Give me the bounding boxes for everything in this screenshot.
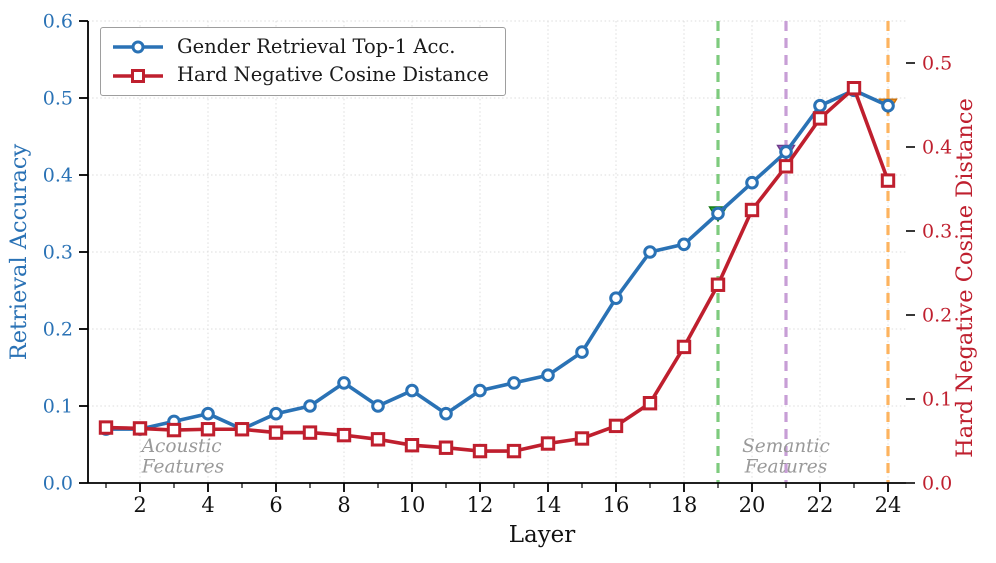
data-point-circle <box>541 368 555 383</box>
x-tick-label: 12 <box>467 493 494 517</box>
data-point-square <box>200 422 216 437</box>
data-point-circle <box>643 245 657 259</box>
gridlines <box>88 20 906 483</box>
data-point-circle <box>813 98 827 113</box>
left-tick-label: 0.2 <box>43 319 73 341</box>
square-marker-swatch-icon <box>113 68 163 83</box>
data-point-circle <box>711 206 725 221</box>
data-point-square <box>472 443 488 459</box>
x-tick-label: 10 <box>399 493 426 517</box>
right-tick-label: 0.0 <box>922 473 952 495</box>
data-point-circle <box>745 175 759 190</box>
data-point-circle <box>269 406 283 421</box>
x-tick-label: 24 <box>875 493 902 517</box>
data-point-circle <box>881 98 895 113</box>
left-tick-label: 0.0 <box>43 473 73 495</box>
data-point-square <box>710 277 726 292</box>
data-point-circle <box>507 376 521 390</box>
data-point-square <box>846 81 862 96</box>
series-cosine-distance <box>98 81 896 459</box>
data-point-square <box>642 396 658 411</box>
data-point-square <box>744 202 760 218</box>
data-point-square <box>234 422 250 437</box>
annotation-line: Acoustic <box>140 436 223 457</box>
x-tick-label: 2 <box>133 493 146 517</box>
data-point-circle <box>575 345 589 359</box>
data-point-square <box>336 427 352 443</box>
data-point-circle <box>303 399 317 413</box>
left-tick-label: 0.3 <box>43 242 73 264</box>
right-tick-label: 0.1 <box>922 389 952 411</box>
right-tick-label: 0.5 <box>922 53 952 75</box>
left-tick-label: 0.5 <box>43 88 73 110</box>
data-point-square <box>880 173 896 188</box>
x-tick-label: 22 <box>807 493 834 517</box>
data-point-square <box>166 422 182 438</box>
data-point-square <box>302 425 318 440</box>
data-point-circle <box>677 237 691 252</box>
data-point-square <box>506 443 522 459</box>
x-tick-label: 8 <box>337 493 350 517</box>
data-point-circle <box>779 145 793 159</box>
data-point-square <box>778 159 794 174</box>
data-point-circle <box>337 376 351 390</box>
data-point-circle <box>201 406 215 421</box>
legend-item-cosine-distance: Hard Negative Cosine Distance <box>111 63 489 87</box>
annotation-line: Features <box>744 457 827 478</box>
right-tick-label: 0.4 <box>922 137 952 159</box>
data-point-circle <box>609 291 623 306</box>
left-tick-label: 0.6 <box>43 11 73 33</box>
data-point-circle <box>473 383 487 398</box>
x-tick-label: 14 <box>535 493 562 517</box>
data-point-square <box>676 339 692 355</box>
annotation-line: Features <box>141 457 224 478</box>
axes: 0.0 0.1 0.2 0.3 0.4 0.5 0.6 0.0 0.1 0.2 0.3 0.4 0.5 2… <box>6 11 978 549</box>
x-tick-label: 18 <box>671 493 698 517</box>
data-point-square <box>540 436 556 451</box>
left-axis-label: Retrieval Accuracy <box>6 143 32 360</box>
left-tick-label: 0.4 <box>43 165 73 187</box>
series-accuracy <box>99 83 895 436</box>
x-tick-label: 6 <box>269 493 282 517</box>
legend-item-accuracy: Gender Retrieval Top-1 Acc. <box>111 35 489 59</box>
x-axis-label: Layer <box>509 522 576 548</box>
data-point-circle <box>405 383 419 398</box>
series-line <box>104 88 890 431</box>
data-point-circle <box>439 406 453 421</box>
data-point-square <box>370 432 386 447</box>
data-point-square <box>132 421 148 436</box>
annotation-line: Semantic <box>742 436 830 457</box>
data-point-square <box>574 431 590 446</box>
data-point-square <box>268 425 284 440</box>
data-point-square <box>608 418 624 434</box>
legend-label: Hard Negative Cosine Distance <box>177 63 489 87</box>
series-line <box>104 86 890 453</box>
x-tick-label: 16 <box>603 493 630 517</box>
circle-marker-swatch-icon <box>113 40 163 54</box>
left-tick-label: 0.1 <box>43 396 73 418</box>
data-point-square <box>404 438 420 453</box>
right-tick-label: 0.2 <box>922 305 952 327</box>
data-point-square <box>98 420 114 435</box>
data-point-square <box>438 440 454 455</box>
data-point-square <box>812 111 828 126</box>
right-axis-label: Hard Negative Cosine Distance <box>952 98 978 458</box>
x-tick-label: 20 <box>739 493 766 517</box>
legend-label: Gender Retrieval Top-1 Acc. <box>177 35 456 58</box>
x-tick-label: 4 <box>201 493 214 517</box>
legend: Gender Retrieval Top-1 Acc. Hard Negative… <box>100 27 506 96</box>
data-point-circle <box>371 399 385 413</box>
right-tick-label: 0.3 <box>922 221 952 243</box>
